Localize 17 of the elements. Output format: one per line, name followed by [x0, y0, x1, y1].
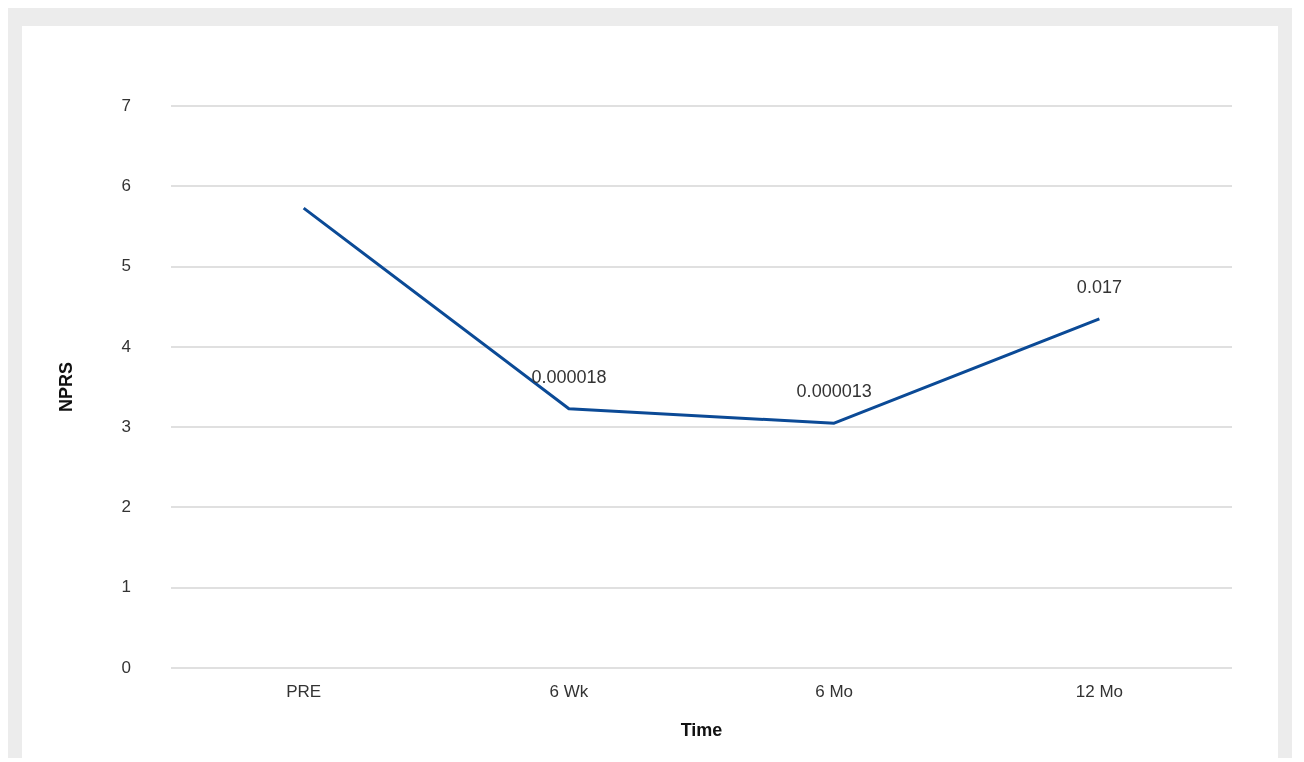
- y-tick-label: 5: [121, 256, 132, 276]
- x-tick-label: 6 Wk: [549, 681, 589, 701]
- x-tick-label: 12 Mo: [1075, 681, 1124, 701]
- y-tick-label: 2: [121, 497, 132, 517]
- y-tick-label: 0: [121, 657, 132, 677]
- x-tick-label: 6 Mo: [815, 681, 854, 701]
- x-axis-title: Time: [680, 720, 723, 741]
- y-tick-label: 3: [121, 416, 132, 436]
- annotation: 0.000018: [531, 366, 607, 387]
- x-tick-label: PRE: [286, 681, 322, 701]
- y-tick-label: 6: [121, 176, 132, 196]
- y-tick-label: 4: [121, 336, 132, 356]
- y-tick-label: 7: [121, 95, 132, 115]
- annotation: 0.017: [1076, 276, 1122, 297]
- annotation: 0.000013: [796, 381, 872, 402]
- y-tick-label: 1: [121, 577, 132, 597]
- y-axis-title: NPRS: [55, 362, 76, 413]
